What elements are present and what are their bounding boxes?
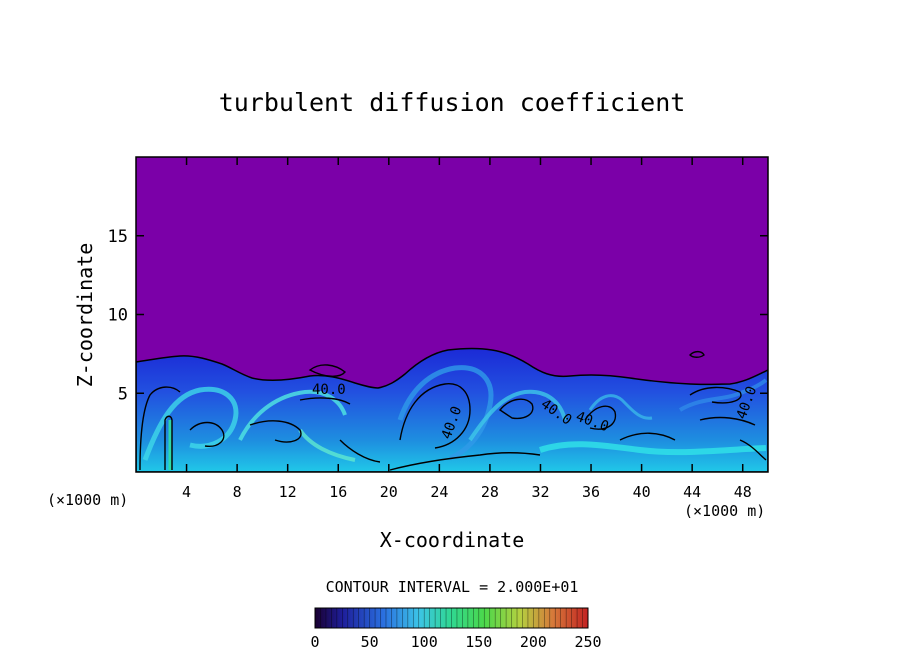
y-axis-label: Z-coordinate [73, 243, 97, 388]
colorbar-tick-label: 250 [574, 633, 601, 651]
plot-area: 40.0 40.0 40.0 40.0 40.0 [136, 157, 768, 472]
colorbar-tick-label: 100 [411, 633, 438, 651]
colorbar-stripes [320, 608, 583, 628]
contour-label: 40.0 [312, 382, 346, 398]
x-tick-label: 48 [734, 483, 752, 501]
x-tick-label: 12 [279, 483, 297, 501]
contour-lines [139, 350, 767, 471]
x-axis-label: X-coordinate [380, 528, 525, 552]
x-unit-right: (×1000 m) [684, 502, 765, 520]
x-tick-label: 4 [182, 483, 191, 501]
colorbar-tick-label: 0 [310, 633, 319, 651]
x-tick-label: 40 [633, 483, 651, 501]
x-axis: 4 8 12 16 20 24 28 32 36 40 44 48 [182, 157, 752, 501]
y-tick-label: 15 [108, 227, 128, 247]
y-tick-label: 5 [118, 384, 128, 404]
colorbar-tick-label: 150 [465, 633, 492, 651]
turbulence-eddies [142, 365, 768, 470]
colorbar-tick-label: 50 [361, 633, 379, 651]
x-tick-label: 8 [233, 483, 242, 501]
x-unit-left: (×1000 m) [47, 491, 128, 509]
x-tick-label: 20 [380, 483, 398, 501]
x-tick-label: 16 [329, 483, 347, 501]
y-tick-label: 10 [108, 306, 128, 326]
colorbar-tick-label: 200 [520, 633, 547, 651]
y-axis: 5 10 15 [108, 227, 768, 404]
contour-interval: CONTOUR INTERVAL = 2.000E+01 [326, 578, 579, 596]
colorbar-ticks: 0 50 100 150 200 250 [310, 633, 601, 651]
chart-title: turbulent diffusion coefficient [219, 88, 686, 117]
x-tick-label: 32 [531, 483, 549, 501]
x-tick-label: 36 [582, 483, 600, 501]
x-tick-label: 28 [481, 483, 499, 501]
x-tick-label: 44 [683, 483, 701, 501]
x-tick-label: 24 [430, 483, 448, 501]
